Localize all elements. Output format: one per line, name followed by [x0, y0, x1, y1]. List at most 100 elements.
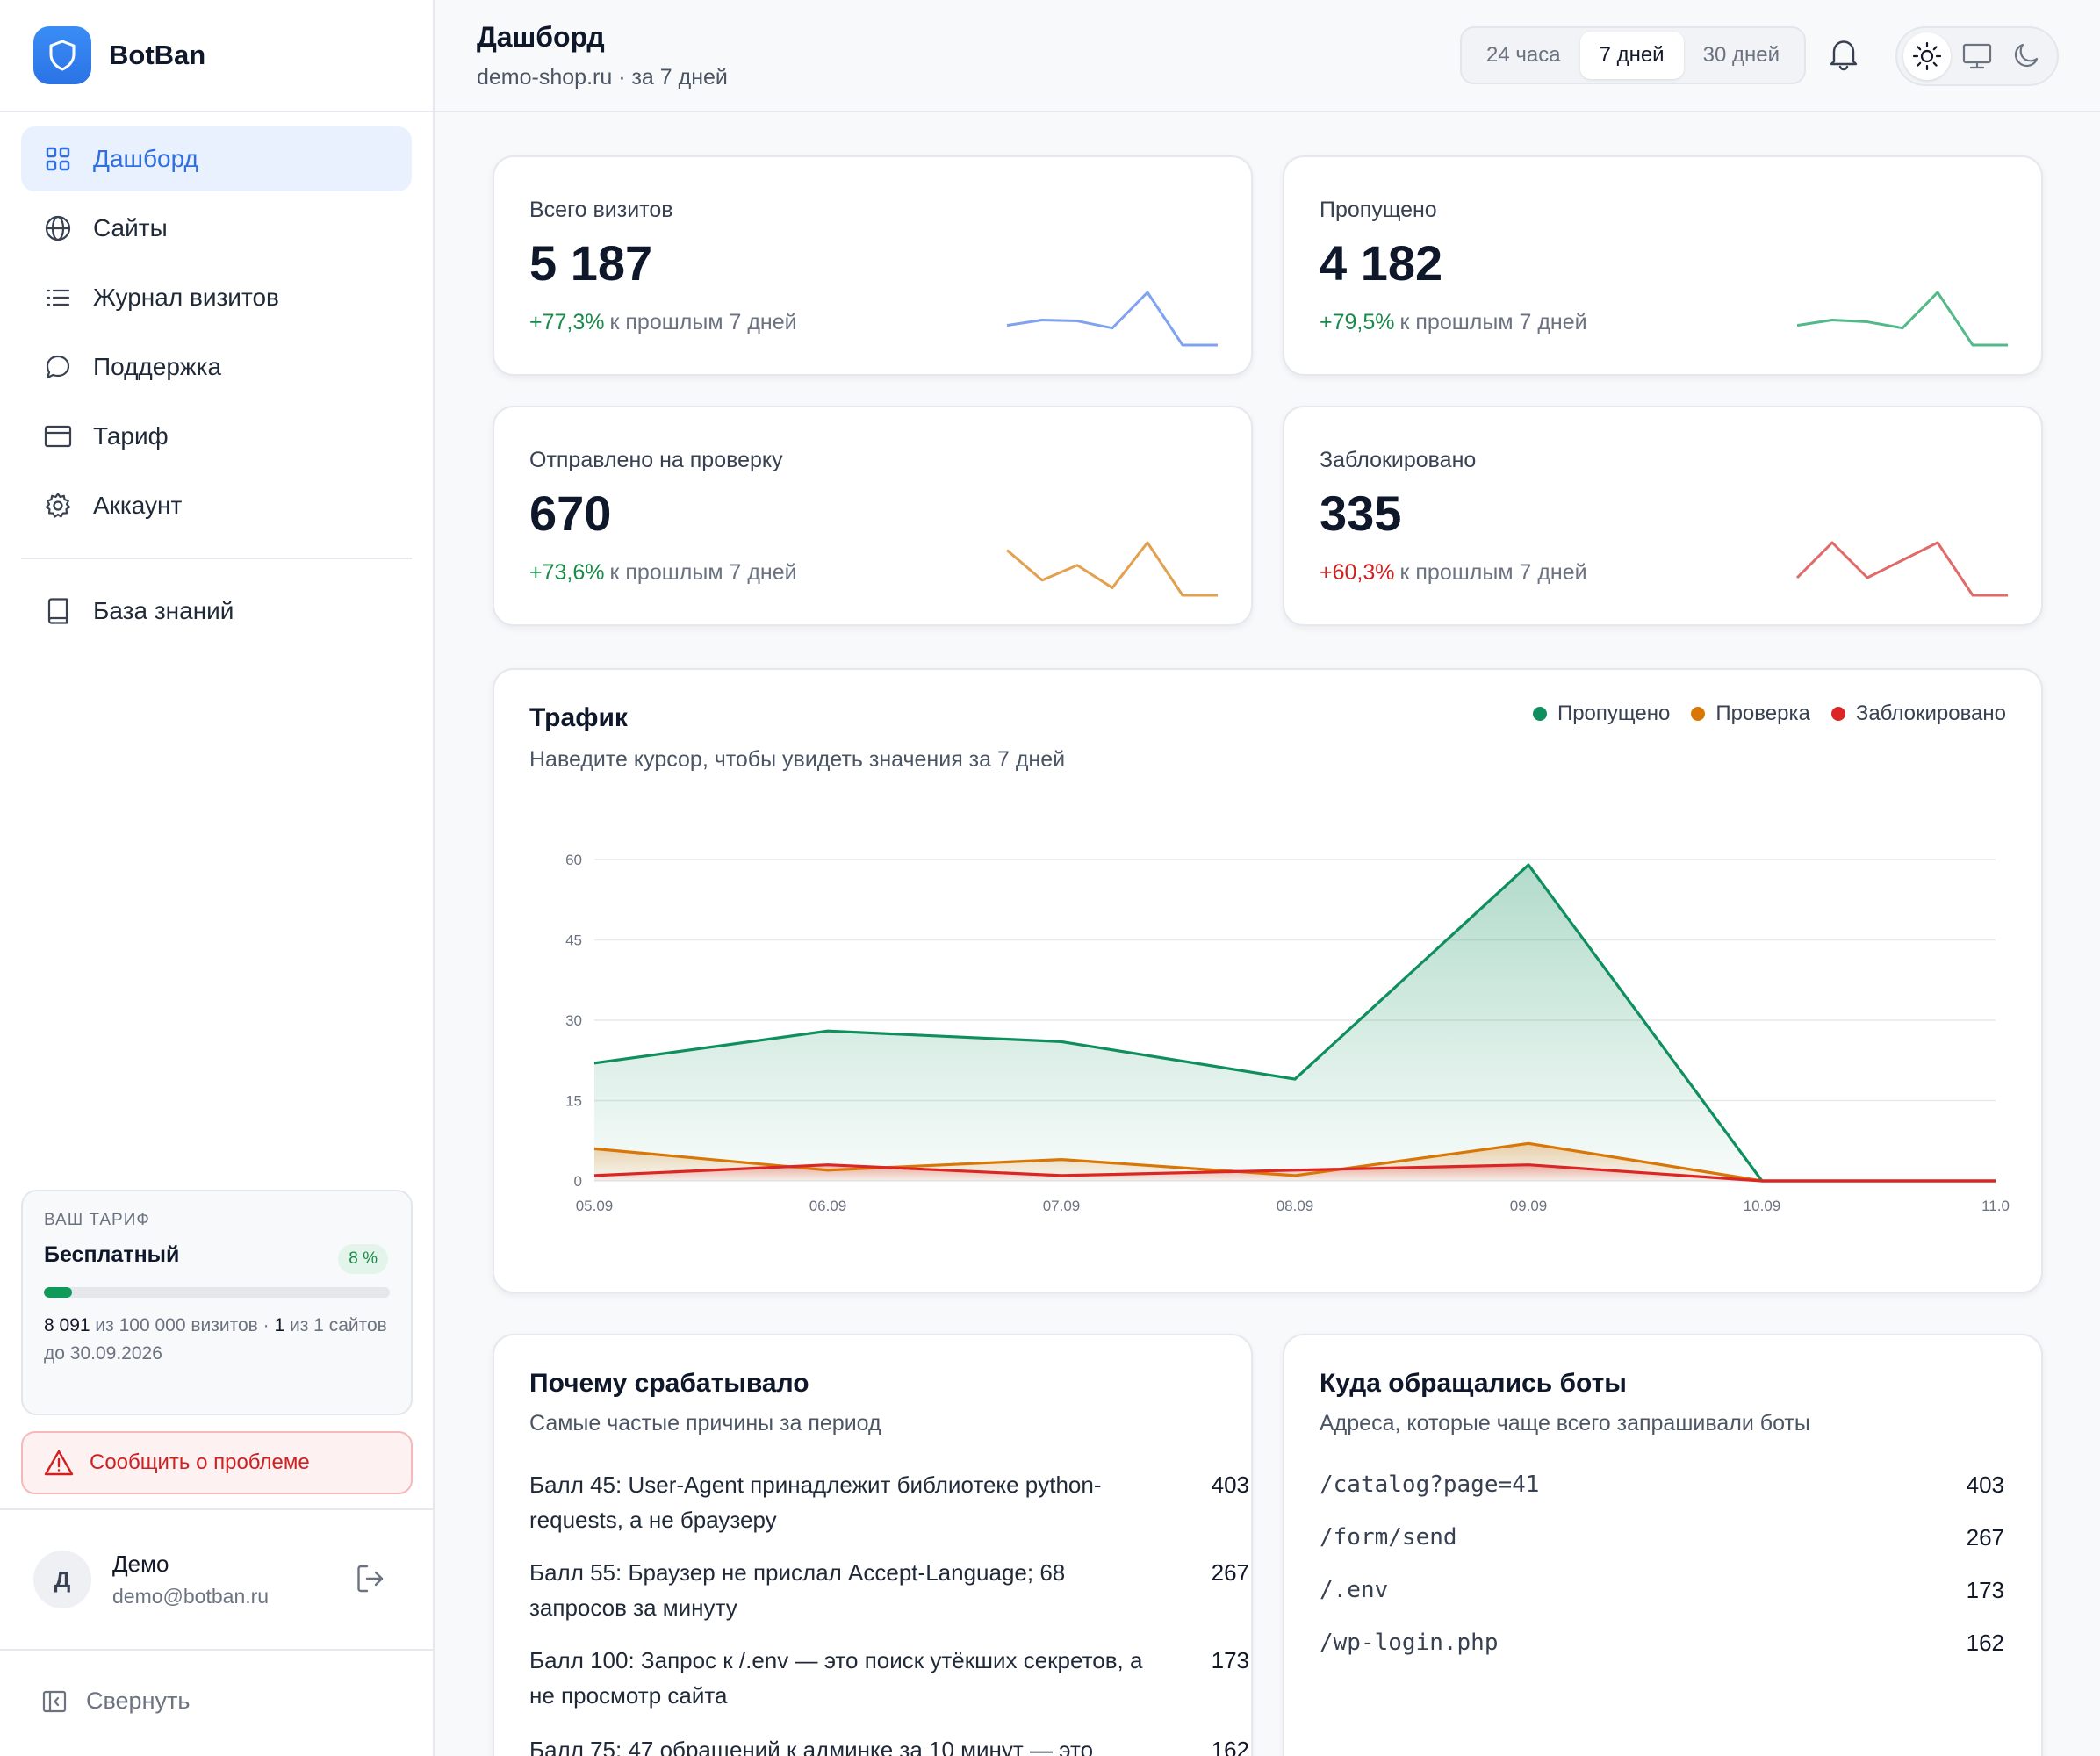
brand-name: BotBan	[109, 40, 206, 70]
reason-row[interactable]: Балл 55: Браузер не прислал Accept-Langu…	[529, 1555, 1249, 1625]
kpi-delta-text: к прошлым 7 дней	[1399, 310, 1587, 335]
nav-divider	[21, 558, 412, 559]
chart-title: Трафик	[529, 703, 628, 732]
page-title: Дашборд	[477, 21, 605, 53]
reason-count: 267	[1211, 1559, 1249, 1586]
book-icon	[42, 595, 74, 627]
card-icon	[42, 421, 74, 452]
period-7d-button[interactable]: 7 дней	[1579, 32, 1684, 79]
sidebar-item-support[interactable]: Поддержка	[21, 335, 412, 399]
grid-icon	[42, 143, 74, 175]
kpi-delta: +79,5% к прошлым 7 дней	[1320, 310, 1587, 335]
x-tick-label: 08.09	[1277, 1198, 1314, 1214]
path-text: /.env	[1320, 1577, 1389, 1603]
reason-row[interactable]: Балл 75: 47 обращений к админке за 10 ми…	[529, 1732, 1249, 1756]
sidebar-item-dashboard[interactable]: Дашборд	[21, 126, 412, 191]
path-row[interactable]: /.env 173	[1320, 1572, 2004, 1608]
bell-icon[interactable]	[1829, 37, 1859, 76]
reasons-title: Почему срабатывало	[529, 1369, 809, 1398]
reason-count: 403	[1211, 1472, 1249, 1498]
sidebar-item-knowledge-base[interactable]: База знаний	[21, 579, 412, 644]
sidebar-item-label: Сайты	[93, 214, 168, 241]
kpi-sparkline	[1006, 541, 1218, 597]
theme-switch	[1895, 26, 2059, 86]
reason-row[interactable]: Балл 45: User-Agent принадлежит библиоте…	[529, 1467, 1249, 1537]
list-icon	[42, 282, 74, 313]
x-tick-label: 07.09	[1043, 1198, 1081, 1214]
traffic-chart-plot[interactable]: 0 15 30 45 60 05.09 06.09 07.09 08.09 09.09 10.09 1…	[494, 670, 2045, 1295]
sidebar-nav: Дашборд Сайты Журнал визитов Поддержка Т…	[0, 112, 433, 644]
reason-text: Балл 100: Запрос к /.env — это поиск утё…	[529, 1647, 1143, 1709]
kpi-card-passed: Пропущено 4 182 +79,5% к прошлым 7 дней	[1283, 155, 2043, 376]
report-problem-button[interactable]: Сообщить о проблеме	[21, 1431, 413, 1494]
sparkline-path	[1006, 541, 1218, 597]
plan-sites-suffix: из 1 сайтов	[284, 1315, 387, 1335]
reason-row[interactable]: Балл 100: Запрос к /.env — это поиск утё…	[529, 1643, 1249, 1713]
reason-count: 173	[1211, 1647, 1249, 1673]
kpi-delta-percent: +79,5%	[1320, 310, 1395, 335]
x-tick-label: 09.09	[1510, 1198, 1548, 1214]
path-row[interactable]: /wp-login.php 162	[1320, 1625, 2004, 1660]
kpi-card-blocked: Заблокировано 335 +60,3% к прошлым 7 дней	[1283, 406, 2043, 626]
avatar: Д	[33, 1551, 91, 1608]
sidebar-item-label: Поддержка	[93, 353, 222, 380]
logout-icon[interactable]	[355, 1563, 386, 1599]
brand[interactable]: BotBan	[0, 0, 433, 112]
monitor-icon[interactable]	[1953, 32, 2001, 80]
report-problem-label: Сообщить о проблеме	[90, 1450, 310, 1474]
period-30d-button[interactable]: 30 дней	[1702, 43, 1780, 67]
kpi-delta-percent: +77,3%	[529, 310, 605, 335]
sidebar-item-visit-log[interactable]: Журнал визитов	[21, 265, 412, 330]
globe-icon	[42, 212, 74, 244]
plan-until: до 30.09.2026	[44, 1343, 162, 1364]
period-24h-button[interactable]: 24 часа	[1486, 43, 1561, 67]
path-row[interactable]: /catalog?page=41 403	[1320, 1467, 2004, 1502]
legend-item-passed[interactable]: Пропущено	[1532, 702, 1670, 726]
kpi-delta-text: к прошлым 7 дней	[1399, 560, 1587, 585]
kpi-value: 4 182	[1320, 235, 1443, 291]
y-tick-label: 30	[565, 1012, 582, 1029]
kpi-label: Пропущено	[1320, 198, 1437, 222]
period-switch: 24 часа 7 дней 30 дней	[1460, 26, 1806, 84]
plan-used-suffix: из 100 000 визитов ·	[90, 1315, 275, 1335]
reason-count: 162	[1211, 1737, 1249, 1756]
x-tick-label: 06.09	[809, 1198, 847, 1214]
x-tick-label: 05.09	[576, 1198, 614, 1214]
kpi-value: 335	[1320, 486, 1402, 541]
kpi-delta: +73,6% к прошлым 7 дней	[529, 560, 797, 586]
page-subtitle: demo-shop.ru · за 7 дней	[477, 65, 728, 90]
legend-label: Заблокировано	[1855, 702, 2006, 725]
sidebar-item-tariff[interactable]: Тариф	[21, 404, 412, 469]
chat-icon	[42, 351, 74, 383]
plan-card[interactable]: ВАШ ТАРИФ Бесплатный 8 % 8 091 из 100 00…	[21, 1190, 413, 1415]
sidebar: BotBan Дашборд Сайты Журнал визитов Подд…	[0, 0, 435, 1756]
chart-subtitle: Наведите курсор, чтобы увидеть значения …	[529, 747, 1066, 772]
user-profile[interactable]: Д Демо demo@botban.ru	[33, 1551, 269, 1608]
plan-name: Бесплатный	[44, 1242, 180, 1267]
sidebar-item-label: Аккаунт	[93, 492, 183, 519]
plan-sites-used: 1	[274, 1315, 285, 1335]
warning-icon	[44, 1450, 74, 1476]
path-text: /form/send	[1320, 1524, 1457, 1551]
path-count: 403	[1966, 1472, 2004, 1498]
path-count: 173	[1966, 1577, 2004, 1603]
sidebar-item-account[interactable]: Аккаунт	[21, 473, 412, 538]
path-row[interactable]: /form/send 267	[1320, 1520, 2004, 1555]
series-line	[593, 1163, 1996, 1183]
top-header: Дашборд demo-shop.ru · за 7 дней 24 часа…	[435, 0, 2100, 112]
reason-text: Балл 75: 47 обращений к админке за 10 ми…	[529, 1737, 1094, 1756]
traffic-chart-card: Трафик Наведите курсор, чтобы увидеть зн…	[493, 668, 2043, 1293]
sidebar-item-sites[interactable]: Сайты	[21, 196, 412, 261]
sidebar-item-label: Тариф	[93, 422, 169, 450]
moon-icon[interactable]	[2003, 32, 2051, 80]
sparkline-path	[1795, 541, 2008, 597]
sun-icon[interactable]	[1903, 32, 1952, 80]
legend-item-review[interactable]: Проверка	[1691, 702, 1810, 726]
legend-item-blocked[interactable]: Заблокировано	[1830, 702, 2006, 726]
path-count: 267	[1966, 1524, 2004, 1551]
kpi-delta: +60,3% к прошлым 7 дней	[1320, 560, 1587, 586]
legend-dot	[1830, 707, 1845, 721]
collapse-sidebar-button[interactable]: Свернуть	[42, 1688, 190, 1715]
kpi-delta-text: к прошлым 7 дней	[609, 560, 797, 585]
sidebar-item-label: Журнал визитов	[93, 284, 279, 311]
